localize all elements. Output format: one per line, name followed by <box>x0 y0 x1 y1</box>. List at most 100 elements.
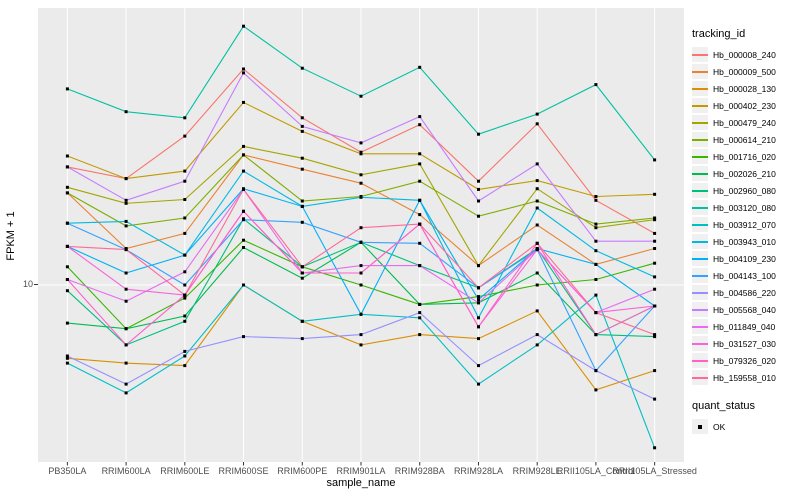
legend-entry: Hb_003120_080 <box>692 199 798 216</box>
legend-line-swatch <box>692 206 708 209</box>
legend-key <box>692 132 708 147</box>
legend-entry-label: Hb_003943_010 <box>713 236 776 247</box>
data-point-marker <box>477 364 480 368</box>
legend-line-swatch <box>692 342 708 345</box>
data-point-marker <box>535 248 539 252</box>
legend-line-swatch <box>692 223 708 226</box>
data-point-marker <box>65 361 69 365</box>
y-axis-tick-mark <box>34 284 38 285</box>
legend-key <box>692 47 708 62</box>
data-point-marker <box>418 241 422 245</box>
data-point-marker <box>594 83 598 87</box>
data-point-marker <box>300 204 304 208</box>
legend-entry: Hb_004586_220 <box>692 284 798 301</box>
data-point-marker <box>594 293 598 297</box>
legend-entry: Hb_159558_010 <box>692 369 798 386</box>
data-point-marker <box>359 240 363 244</box>
quant-status-legend-entry: OK <box>692 418 798 435</box>
data-point-marker <box>359 333 363 337</box>
data-point-marker <box>124 287 128 291</box>
legend-entry: Hb_002960_080 <box>692 182 798 199</box>
legend-entries: Hb_000008_240 Hb_000009_500 Hb_000028_130 H… <box>692 46 798 386</box>
data-point-marker <box>242 71 245 75</box>
data-point-marker <box>242 238 245 242</box>
data-point-marker <box>300 116 304 120</box>
legend-entry-label: Hb_159558_010 <box>713 372 776 383</box>
data-point-marker <box>242 209 245 213</box>
legend-line-swatch <box>692 325 708 328</box>
data-point-marker <box>594 249 598 253</box>
legend-key <box>692 200 708 215</box>
legend-line-swatch <box>692 87 708 90</box>
data-point-marker <box>359 94 363 98</box>
legend-entry-label: Hb_000402_230 <box>713 100 776 111</box>
data-point-marker <box>359 141 363 145</box>
legend-entry-label: Hb_003912_070 <box>713 219 776 230</box>
data-point-marker <box>242 335 245 339</box>
data-point-marker <box>418 213 422 217</box>
data-point-marker <box>477 187 480 191</box>
legend-entry-label: Hb_004586_220 <box>713 287 776 298</box>
legend-line-swatch <box>692 240 708 243</box>
data-point-marker <box>477 132 480 136</box>
data-point-marker <box>535 223 539 227</box>
data-point-marker <box>535 271 539 275</box>
legend-entry-label: Hb_002960_080 <box>713 185 776 196</box>
x-axis-title: sample_name <box>326 477 396 489</box>
data-point-marker <box>300 167 304 171</box>
data-point-marker <box>594 333 598 337</box>
legend-line-swatch <box>692 359 708 362</box>
data-point-marker <box>418 316 422 320</box>
data-point-marker <box>535 206 539 210</box>
legend-title: tracking_id <box>692 28 746 40</box>
data-point-marker <box>418 222 422 226</box>
legend-entry: Hb_000008_240 <box>692 46 798 63</box>
data-point-marker <box>183 231 187 235</box>
legend-key <box>692 370 708 385</box>
legend-line-swatch <box>692 104 708 107</box>
data-point-marker <box>418 65 422 69</box>
data-point-marker <box>477 301 480 305</box>
data-point-marker <box>594 195 598 198</box>
data-point-marker <box>183 354 187 358</box>
data-point-marker <box>242 144 245 148</box>
x-tick-label: RRIM600LE <box>160 466 209 476</box>
data-point-marker <box>300 66 304 70</box>
data-point-marker <box>65 244 69 248</box>
data-point-marker <box>359 173 363 177</box>
legend-line-swatch <box>692 138 708 141</box>
data-point-marker <box>477 179 480 183</box>
legend-entry-label: Hb_000028_130 <box>713 83 776 94</box>
legend-entry-label: Hb_000008_240 <box>713 49 776 60</box>
data-point-marker <box>477 214 480 218</box>
data-point-marker <box>653 231 657 235</box>
data-point-marker <box>477 298 480 302</box>
legend-line-swatch <box>692 53 708 56</box>
data-point-marker <box>535 199 539 203</box>
data-point-marker <box>242 169 245 173</box>
legend-entry-label: Hb_005568_040 <box>713 304 776 315</box>
data-point-marker <box>183 216 187 220</box>
legend-entry-label: Hb_000614_210 <box>713 134 776 145</box>
data-point-marker <box>477 382 480 386</box>
data-point-marker <box>183 169 187 173</box>
data-point-marker <box>359 181 363 185</box>
legend-key <box>692 217 708 232</box>
data-point-marker <box>359 312 363 316</box>
legend-entry: Hb_011849_040 <box>692 318 798 335</box>
data-point-marker <box>124 327 128 331</box>
legend-line-swatch <box>692 121 708 124</box>
legend-key <box>692 285 708 300</box>
data-point-marker <box>359 150 363 154</box>
legend-entry-label: Hb_003120_080 <box>713 202 776 213</box>
data-point-marker <box>65 154 69 158</box>
data-point-marker <box>65 265 69 269</box>
data-point-marker <box>477 325 480 329</box>
legend-line-swatch <box>692 308 708 311</box>
data-point-marker <box>183 314 187 318</box>
quant-status-key <box>692 419 708 434</box>
data-point-marker <box>594 239 598 243</box>
data-point-marker <box>183 198 187 201</box>
data-point-marker <box>242 24 245 28</box>
